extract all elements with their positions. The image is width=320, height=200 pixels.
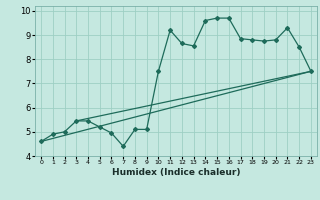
X-axis label: Humidex (Indice chaleur): Humidex (Indice chaleur) — [112, 168, 240, 177]
